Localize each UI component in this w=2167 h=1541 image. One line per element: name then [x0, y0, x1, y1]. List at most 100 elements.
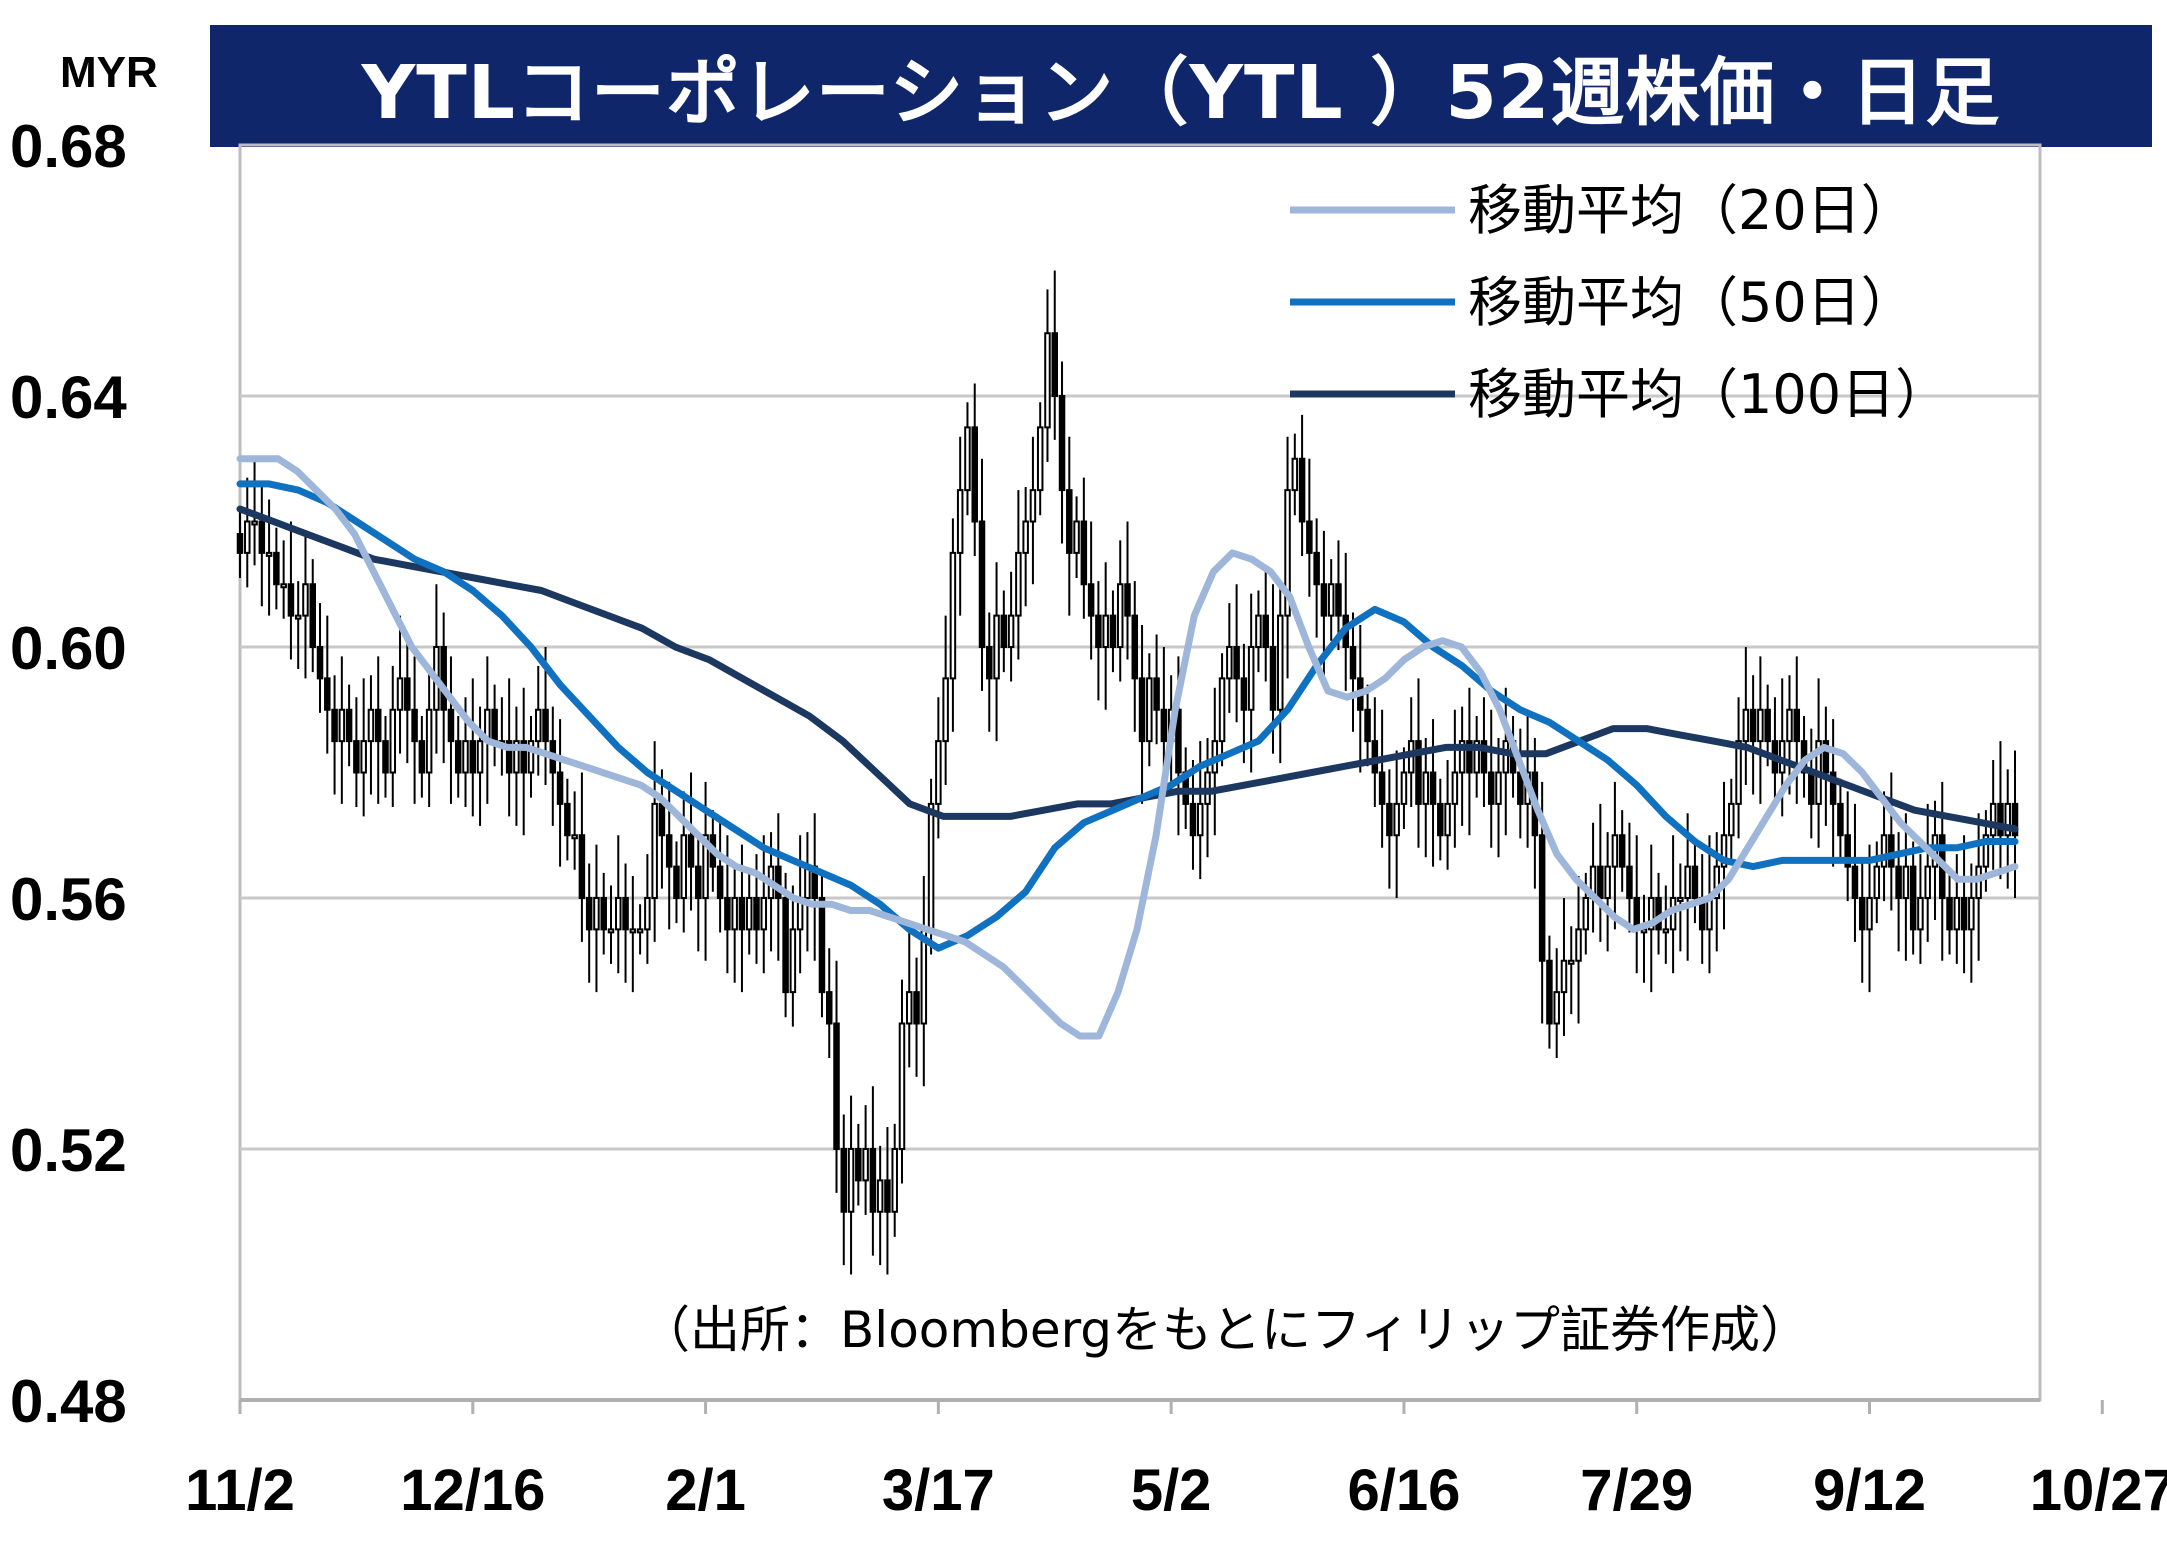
candle-body: [1757, 708, 1764, 743]
candle-body: [1116, 583, 1124, 648]
candle-body: [1968, 897, 1975, 931]
candle-body: [1437, 802, 1444, 837]
candle-body: [869, 1148, 877, 1213]
candle-body: [855, 1148, 862, 1182]
candle-body: [1713, 865, 1720, 899]
candle-body: [294, 614, 302, 620]
candle-body: [440, 646, 447, 711]
candle-body: [1458, 740, 1466, 774]
candle-body: [782, 897, 789, 994]
candle-body: [1989, 802, 1997, 837]
x-tick-label: 9/12: [1813, 1458, 1926, 1523]
candle-body: [724, 897, 731, 931]
ma50-legend-label: 移動平均（50日）: [1468, 271, 1915, 334]
candle-body: [804, 865, 811, 899]
candle-body: [636, 928, 644, 934]
candle-body: [2004, 802, 2011, 837]
candle-body: [345, 708, 353, 743]
candle-body: [1386, 802, 1393, 837]
candle-body: [1808, 771, 1815, 805]
candle-body: [1691, 865, 1699, 899]
candle-body: [309, 583, 317, 648]
candle-body: [818, 897, 826, 994]
candle-body: [1502, 740, 1510, 774]
candle-body: [265, 551, 273, 557]
candle-body: [607, 928, 615, 934]
candle-body: [876, 1179, 884, 1213]
candle-body: [1429, 771, 1437, 805]
candle-body: [542, 708, 549, 743]
candle-body: [1720, 834, 1728, 868]
candle-body: [1335, 583, 1342, 617]
candle-body: [695, 865, 702, 899]
candle-body: [287, 583, 295, 617]
candle-body: [251, 520, 258, 526]
candle-body: [949, 551, 957, 680]
x-tick-label: 12/16: [400, 1458, 545, 1523]
candle-body: [374, 708, 382, 743]
candle-body: [833, 1022, 840, 1150]
candle-body: [1400, 771, 1408, 805]
candle-body: [360, 740, 367, 774]
candle-body: [1022, 520, 1029, 554]
candle-body: [1466, 740, 1473, 774]
candle-body: [825, 991, 833, 1025]
candle-body: [280, 583, 287, 589]
y-tick-label: 0.52: [10, 1117, 127, 1184]
candle-body: [1582, 897, 1590, 931]
candle-body: [687, 834, 695, 868]
candle-body: [1000, 614, 1008, 648]
y-tick-label: 0.68: [10, 113, 127, 180]
y-tick-label: 0.60: [10, 615, 127, 682]
x-axis-ticks: 11/2 12/16 2/1 3/17 5/2 6/16 7/29 9/12 10/27: [185, 1400, 2167, 1523]
candle-body: [1349, 646, 1357, 680]
candle-body: [1895, 865, 1902, 899]
candle-body: [1888, 834, 1895, 868]
candle-body: [491, 708, 498, 743]
candle-body: [1880, 834, 1888, 868]
candle-body: [1102, 614, 1109, 648]
candle-body: [1902, 865, 1910, 899]
candle-body: [1233, 646, 1240, 680]
candle-body: [1728, 802, 1735, 837]
candle-body: [520, 740, 527, 774]
candle-body: [1567, 959, 1575, 965]
candle-body: [1473, 740, 1480, 774]
candle-body: [258, 520, 266, 554]
candle-body: [1764, 708, 1771, 743]
candle-body: [658, 802, 666, 837]
candle-body: [1189, 802, 1197, 837]
candle-body: [1255, 614, 1262, 648]
candle-body: [1036, 426, 1044, 492]
candle-body: [1960, 897, 1968, 931]
candle-body: [244, 520, 251, 554]
candle-body: [964, 426, 971, 492]
candle-body: [971, 426, 978, 523]
candle-body: [1909, 865, 1917, 931]
candle-body: [1546, 959, 1553, 1025]
candle-body: [1277, 614, 1284, 711]
candle-body: [382, 740, 389, 774]
candle-body: [1218, 677, 1226, 743]
candle-body: [1837, 802, 1844, 837]
candle-body: [1044, 332, 1051, 429]
candle-body: [927, 802, 935, 931]
candle-body: [556, 771, 564, 805]
candle-body: [1538, 834, 1546, 962]
candle-body: [1597, 865, 1604, 899]
candle-body: [1015, 551, 1022, 617]
candle-body: [389, 708, 397, 774]
candle-body: [302, 583, 309, 617]
candle-body: [1247, 646, 1255, 711]
y-axis-ticks: 0.68 0.64 0.60 0.56 0.52 0.48: [10, 113, 127, 1435]
candle-body: [760, 897, 768, 931]
candle-body: [753, 897, 760, 931]
x-tick-label: 7/29: [1580, 1458, 1693, 1523]
candle-body: [1575, 928, 1582, 962]
candle-body: [476, 740, 484, 774]
candle-body: [316, 646, 324, 680]
candle-body: [1320, 583, 1328, 617]
candle-body: [1480, 740, 1488, 774]
candle-body: [1997, 802, 2004, 837]
candle-body: [273, 551, 280, 586]
